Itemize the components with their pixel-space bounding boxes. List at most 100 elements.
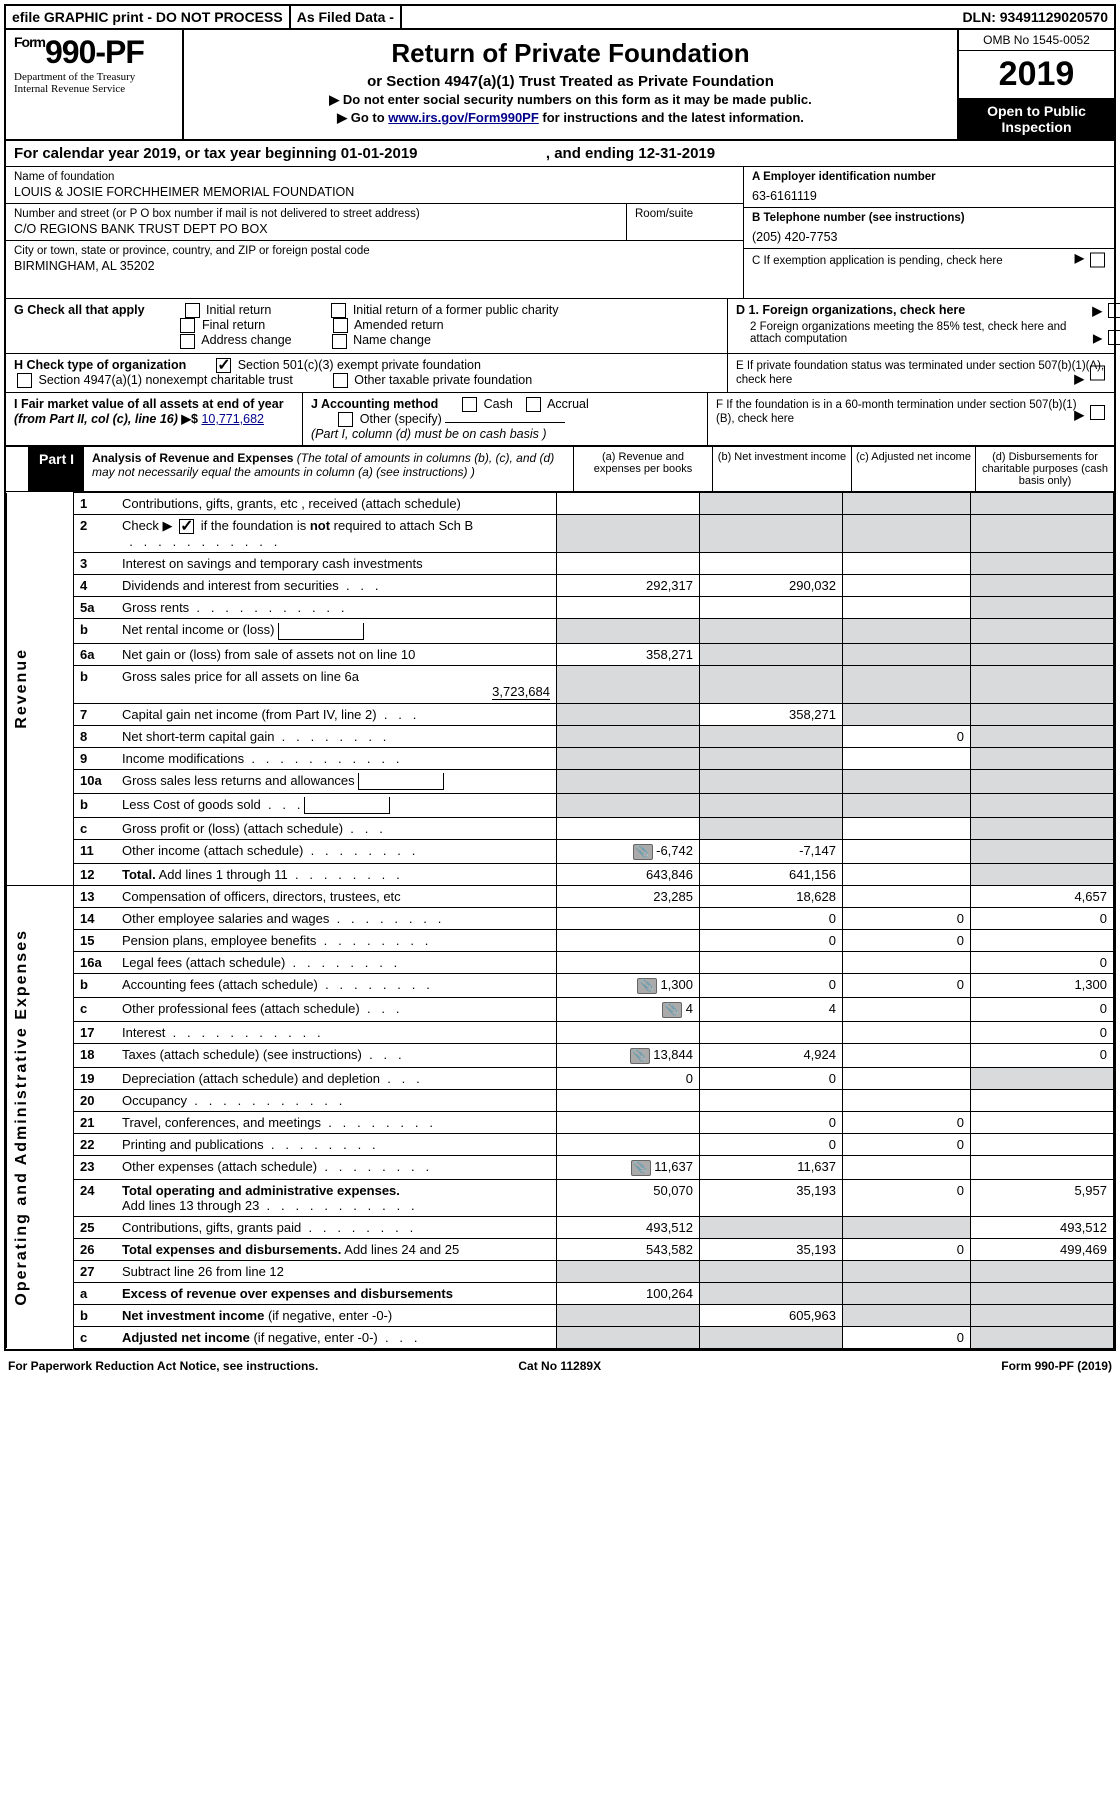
dept-treasury: Department of the Treasury (14, 71, 174, 83)
val-13a: 23,285 (557, 885, 700, 907)
g-initial-former-checkbox[interactable] (331, 303, 346, 318)
line-24: Total operating and administrative expen… (116, 1179, 557, 1216)
footer-bar: For Paperwork Reduction Act Notice, see … (0, 1355, 1120, 1377)
val-4b: 290,032 (700, 575, 843, 597)
val-16bc: 0 (843, 973, 971, 997)
j-other-checkbox[interactable] (338, 412, 353, 427)
j-cash-checkbox[interactable] (462, 397, 477, 412)
room-label: Room/suite (635, 208, 735, 220)
val-26b: 35,193 (700, 1238, 843, 1260)
d1-checkbox[interactable] (1108, 303, 1120, 318)
form-id-block: Form990-PF Department of the Treasury In… (6, 30, 184, 139)
val-12a: 643,846 (557, 863, 700, 885)
val-27b: 605,963 (700, 1304, 843, 1326)
line2-checkbox[interactable] (179, 519, 194, 534)
line-20: Occupancy (116, 1089, 557, 1111)
cat-no: Cat No 11289X (518, 1359, 601, 1373)
val-15b: 0 (700, 929, 843, 951)
g-initial-checkbox[interactable] (185, 303, 200, 318)
c-label: C If exemption application is pending, c… (752, 255, 1003, 267)
h-other-checkbox[interactable] (333, 373, 348, 388)
ssn-notice: ▶ Do not enter social security numbers o… (192, 92, 949, 108)
city-value: BIRMINGHAM, AL 35202 (14, 259, 735, 273)
g-initial-former: Initial return of a former public charit… (353, 303, 559, 317)
val-17d: 0 (971, 1021, 1114, 1043)
instructions-link[interactable]: www.irs.gov/Form990PF (388, 110, 539, 125)
val-16cd: 0 (971, 997, 1114, 1021)
val-13d: 4,657 (971, 885, 1114, 907)
part1-header: Part I Analysis of Revenue and Expenses … (6, 447, 1114, 492)
line-6a: Net gain or (loss) from sale of assets n… (116, 643, 557, 665)
e-checkbox[interactable] (1090, 365, 1105, 380)
col-a-header: (a) Revenue and expenses per books (573, 447, 712, 491)
line-1: Contributions, gifts, grants, etc , rece… (116, 493, 557, 515)
attachment-icon[interactable]: 📎 (662, 1002, 682, 1018)
c-checkbox[interactable] (1090, 253, 1105, 268)
val-11b: -7,147 (700, 839, 843, 863)
year-block: OMB No 1545-0052 2019 Open to Public Ins… (957, 30, 1114, 139)
line-2: Check ▶ if the foundation is not require… (116, 515, 557, 553)
cal-end: , and ending 12-31-2019 (546, 145, 715, 162)
d1-label: D 1. Foreign organizations, check here (736, 303, 965, 317)
h-4947-checkbox[interactable] (17, 373, 32, 388)
g-namechg: Name change (353, 333, 431, 347)
h-501c3-checkbox[interactable] (216, 358, 231, 373)
val-23a: 📎 11,637 (557, 1155, 700, 1179)
cal-begin: For calendar year 2019, or tax year begi… (14, 145, 418, 162)
line-6b: Gross sales price for all assets on line… (116, 665, 557, 703)
identity-block: Name of foundation LOUIS & JOSIE FORCHHE… (6, 167, 1114, 299)
part1-table: Revenue 1Contributions, gifts, grants, e… (6, 492, 1114, 1348)
line-15: Pension plans, employee benefits (116, 929, 557, 951)
d2-checkbox[interactable] (1108, 330, 1120, 345)
val-24b: 35,193 (700, 1179, 843, 1216)
g-final-checkbox[interactable] (180, 318, 195, 333)
efile-notice: efile GRAPHIC print - DO NOT PROCESS (6, 6, 291, 28)
line-27a: Excess of revenue over expenses and disb… (116, 1282, 557, 1304)
line-7: Capital gain net income (from Part IV, l… (116, 703, 557, 725)
paperwork-notice: For Paperwork Reduction Act Notice, see … (8, 1359, 318, 1373)
city-label: City or town, state or province, country… (14, 245, 735, 257)
form-subtitle: or Section 4947(a)(1) Trust Treated as P… (192, 73, 949, 90)
attachment-icon[interactable]: 📎 (633, 844, 653, 860)
line-14: Other employee salaries and wages (116, 907, 557, 929)
attachment-icon[interactable]: 📎 (631, 1160, 651, 1176)
g-amended-checkbox[interactable] (333, 318, 348, 333)
val-14c: 0 (843, 907, 971, 929)
form-prefix: Form (14, 34, 45, 50)
val-24c: 0 (843, 1179, 971, 1216)
val-16ca: 📎 4 (557, 997, 700, 1021)
line-11: Other income (attach schedule) (116, 839, 557, 863)
val-24a: 50,070 (557, 1179, 700, 1216)
foundation-name: LOUIS & JOSIE FORCHHEIMER MEMORIAL FOUND… (14, 185, 735, 199)
line-27: Subtract line 26 from line 12 (116, 1260, 557, 1282)
j-accrual-checkbox[interactable] (526, 397, 541, 412)
attachment-icon[interactable]: 📎 (637, 978, 657, 994)
attachment-icon[interactable]: 📎 (630, 1048, 650, 1064)
form-number: 990-PF (45, 34, 144, 70)
line-17: Interest (116, 1021, 557, 1043)
val-27a: 100,264 (557, 1282, 700, 1304)
goto-pre: ▶ Go to (337, 110, 388, 125)
val-8c: 0 (843, 725, 971, 747)
col-c-header: (c) Adjusted net income (851, 447, 975, 491)
calendar-year-line: For calendar year 2019, or tax year begi… (6, 141, 1114, 167)
g-final: Final return (202, 318, 265, 332)
val-6a: 358,271 (557, 643, 700, 665)
fmv-value: 10,771,682 (201, 412, 264, 426)
val-6b: 3,723,684 (492, 684, 550, 700)
line-19: Depreciation (attach schedule) and deple… (116, 1067, 557, 1089)
title-block: Return of Private Foundation or Section … (184, 30, 957, 139)
val-19b: 0 (700, 1067, 843, 1089)
val-16bd: 1,300 (971, 973, 1114, 997)
g-namechg-checkbox[interactable] (332, 334, 347, 349)
f-checkbox[interactable] (1090, 405, 1105, 420)
val-16bb: 0 (700, 973, 843, 997)
form-ref: Form 990-PF (2019) (1001, 1359, 1112, 1373)
val-16ad: 0 (971, 951, 1114, 973)
e-label: E If private foundation status was termi… (736, 360, 1104, 386)
g-addrchg-checkbox[interactable] (180, 334, 195, 349)
j-label: J Accounting method (311, 397, 438, 411)
line-27c: Adjusted net income (if negative, enter … (116, 1326, 557, 1348)
line-5a: Gross rents (116, 597, 557, 619)
line-26: Total expenses and disbursements. Add li… (116, 1238, 557, 1260)
